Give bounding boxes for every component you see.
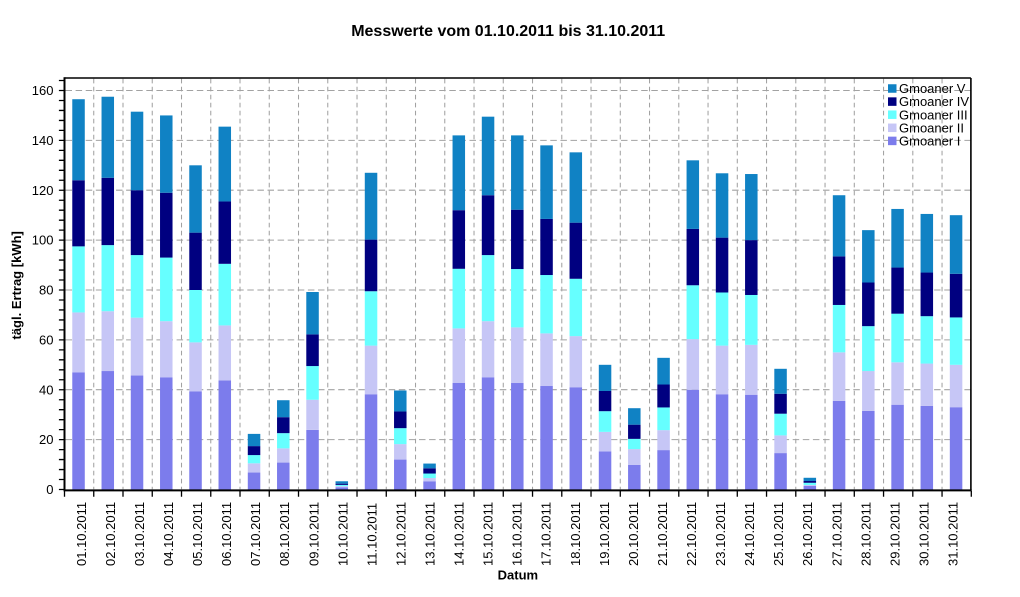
svg-text:16.10.2011: 16.10.2011: [510, 502, 525, 566]
svg-text:08.10.2011: 08.10.2011: [277, 502, 292, 566]
svg-text:12.10.2011: 12.10.2011: [393, 502, 408, 566]
svg-text:20.10.2011: 20.10.2011: [626, 502, 641, 566]
svg-text:02.10.2011: 02.10.2011: [103, 502, 118, 566]
svg-text:20: 20: [39, 432, 53, 447]
svg-text:10.10.2011: 10.10.2011: [335, 502, 350, 566]
svg-text:Gmoaner III: Gmoaner III: [899, 107, 968, 122]
svg-text:60: 60: [39, 333, 53, 348]
svg-text:26.10.2011: 26.10.2011: [800, 502, 815, 566]
svg-text:07.10.2011: 07.10.2011: [248, 502, 263, 566]
svg-text:Gmoaner IV: Gmoaner IV: [899, 94, 969, 109]
svg-text:13.10.2011: 13.10.2011: [422, 502, 437, 566]
svg-text:03.10.2011: 03.10.2011: [132, 502, 147, 566]
svg-text:15.10.2011: 15.10.2011: [481, 502, 496, 566]
svg-text:Gmoaner II: Gmoaner II: [899, 120, 964, 135]
svg-text:06.10.2011: 06.10.2011: [219, 502, 234, 566]
svg-text:27.10.2011: 27.10.2011: [829, 502, 844, 566]
svg-text:24.10.2011: 24.10.2011: [742, 502, 757, 566]
svg-text:30.10.2011: 30.10.2011: [916, 502, 931, 566]
svg-text:18.10.2011: 18.10.2011: [568, 502, 583, 566]
svg-text:140: 140: [32, 133, 54, 148]
svg-text:40: 40: [39, 382, 53, 397]
svg-text:Gmoaner V: Gmoaner V: [899, 81, 966, 96]
svg-text:22.10.2011: 22.10.2011: [684, 502, 699, 566]
svg-text:19.10.2011: 19.10.2011: [597, 502, 612, 566]
svg-text:31.10.2011: 31.10.2011: [946, 502, 961, 566]
svg-text:80: 80: [39, 283, 53, 298]
svg-text:23.10.2011: 23.10.2011: [713, 502, 728, 566]
svg-text:29.10.2011: 29.10.2011: [887, 502, 902, 566]
svg-text:25.10.2011: 25.10.2011: [771, 502, 786, 566]
svg-text:05.10.2011: 05.10.2011: [190, 502, 205, 566]
svg-text:Gmoaner I: Gmoaner I: [899, 134, 960, 149]
svg-text:Datum: Datum: [498, 568, 538, 583]
svg-text:04.10.2011: 04.10.2011: [161, 502, 176, 566]
svg-text:Messwerte vom 01.10.2011 bis 3: Messwerte vom 01.10.2011 bis 31.10.2011: [351, 23, 665, 40]
svg-text:tägl. Ertrag [kWh]: tägl. Ertrag [kWh]: [9, 231, 24, 339]
svg-text:21.10.2011: 21.10.2011: [655, 502, 670, 566]
svg-text:120: 120: [32, 183, 54, 198]
svg-text:14.10.2011: 14.10.2011: [452, 502, 467, 566]
svg-text:17.10.2011: 17.10.2011: [539, 502, 554, 566]
svg-text:160: 160: [32, 83, 54, 98]
svg-text:28.10.2011: 28.10.2011: [858, 502, 873, 566]
svg-text:11.10.2011: 11.10.2011: [364, 503, 379, 566]
svg-text:100: 100: [32, 233, 54, 248]
svg-text:0: 0: [46, 482, 53, 497]
svg-text:01.10.2011: 01.10.2011: [74, 502, 89, 566]
svg-text:09.10.2011: 09.10.2011: [306, 502, 321, 566]
